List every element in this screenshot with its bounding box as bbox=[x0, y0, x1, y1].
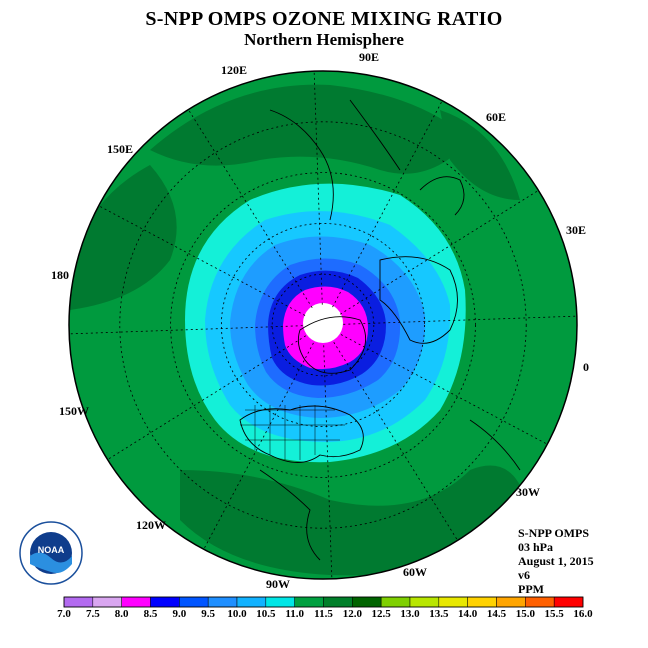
colorbar-tick-label: 15.0 bbox=[515, 608, 535, 620]
meridian-line bbox=[333, 342, 458, 541]
meridian-line bbox=[343, 315, 577, 325]
colorbar-swatch bbox=[352, 596, 382, 608]
colorbar-tick-label: 15.5 bbox=[544, 608, 564, 620]
colorbar-swatch bbox=[323, 596, 353, 608]
colorbar-swatch bbox=[496, 596, 526, 608]
colorbar-tick-label: 14.5 bbox=[486, 608, 507, 620]
colorbar-swatch bbox=[236, 596, 267, 608]
label-60e: 60E bbox=[486, 110, 507, 124]
colorbar-swatch bbox=[553, 596, 584, 608]
colorbar-tick-label: 10.5 bbox=[256, 608, 276, 620]
colorbar-tick-label: 12.5 bbox=[371, 608, 391, 620]
meridian-line bbox=[188, 109, 313, 308]
units-label: PPM bbox=[518, 582, 544, 596]
meridian-line bbox=[340, 190, 539, 315]
map-title: S-NPP OMPS OZONE MIXING RATIO bbox=[145, 8, 503, 30]
meridian-line bbox=[323, 345, 333, 579]
meridian-line bbox=[107, 335, 306, 460]
meridian-line bbox=[69, 325, 303, 335]
colorbar-swatch bbox=[150, 596, 180, 608]
colorbar-swatch bbox=[467, 596, 497, 608]
meridian-line bbox=[203, 342, 314, 550]
meridian-line bbox=[340, 334, 548, 445]
label-90w: 90W bbox=[266, 577, 290, 591]
label-30w: 30W bbox=[516, 485, 540, 499]
dark-green-region-north bbox=[150, 84, 470, 174]
colorbar-swatch bbox=[207, 596, 238, 608]
colorbar-swatch bbox=[525, 596, 555, 608]
label-150w: 150W bbox=[59, 404, 89, 418]
latitude-circle bbox=[170, 172, 476, 478]
colorbar-swatch bbox=[92, 596, 122, 608]
meridian-line bbox=[98, 205, 306, 316]
latitude-circle bbox=[271, 273, 375, 377]
colorbar-tick-label: 9.0 bbox=[172, 608, 187, 620]
colorbar-swatch bbox=[438, 596, 468, 608]
dark-green-region-south bbox=[180, 465, 530, 576]
logo-text: NOAA bbox=[38, 545, 65, 555]
colorbar-tick-label: 13.5 bbox=[429, 608, 449, 620]
colorbar-tick-label: 8.5 bbox=[143, 608, 158, 620]
latitude-circle bbox=[220, 222, 425, 427]
colorbar-swatch bbox=[179, 596, 209, 608]
dark-green-region-west bbox=[70, 165, 177, 310]
map-boundary bbox=[68, 70, 578, 580]
date-label: August 1, 2015 bbox=[518, 554, 594, 568]
map-subtitle: Northern Hemisphere bbox=[244, 30, 404, 49]
label-30e: 30E bbox=[566, 223, 587, 237]
colorbar-tick-label: 7.5 bbox=[85, 608, 100, 620]
instrument-label: S-NPP OMPS bbox=[518, 526, 589, 540]
noaa-logo-icon: NOAA bbox=[19, 521, 83, 585]
colorbar-tick-label: 11.5 bbox=[314, 608, 333, 620]
latitude-circle bbox=[119, 121, 527, 529]
colorbar-swatch bbox=[265, 596, 295, 608]
colorbar-tick-label: 13.0 bbox=[400, 608, 420, 620]
colorbar-swatch bbox=[380, 596, 411, 608]
colorbar-swatch bbox=[63, 596, 94, 608]
colorbar-swatch bbox=[294, 596, 324, 608]
label-150e: 150E bbox=[107, 142, 134, 156]
colorbar-swatch bbox=[409, 596, 440, 608]
colorbar-swatch bbox=[121, 596, 151, 608]
version-label: v6 bbox=[518, 568, 530, 582]
graticule bbox=[69, 71, 577, 579]
label-90e: 90E bbox=[359, 50, 380, 64]
label-0: 0 bbox=[583, 360, 589, 374]
label-120e: 120E bbox=[221, 63, 248, 77]
colorbar-tick-label: 12.0 bbox=[342, 608, 362, 620]
colorbar-tick-label: 8.0 bbox=[114, 608, 129, 620]
colorbar-tick-label: 7.0 bbox=[57, 608, 71, 620]
meridian-line bbox=[332, 100, 443, 308]
colorbar-tick-label: 16.0 bbox=[573, 608, 593, 620]
meridian-line bbox=[313, 71, 323, 305]
dark-green-region-east bbox=[440, 110, 520, 200]
state-boundaries bbox=[240, 405, 345, 460]
label-60w: 60W bbox=[403, 565, 427, 579]
product-info: S-NPP OMPS 03 hPa August 1, 2015 v6 PPM bbox=[518, 526, 594, 596]
pressure-level-label: 03 hPa bbox=[518, 540, 554, 554]
label-180: 180 bbox=[51, 268, 69, 282]
colorbar-tick-label: 10.0 bbox=[227, 608, 247, 620]
colorbar-tick-label: 11.0 bbox=[285, 608, 304, 620]
label-120w: 120W bbox=[136, 518, 166, 532]
colorbar-tick-label: 9.5 bbox=[201, 608, 216, 620]
pole-data-gap bbox=[303, 303, 343, 343]
colorbar-tick-label: 14.0 bbox=[458, 608, 478, 620]
